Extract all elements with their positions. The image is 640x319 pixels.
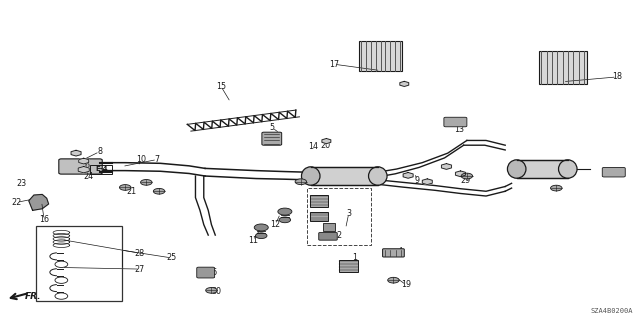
Circle shape	[254, 224, 268, 231]
Text: 28: 28	[135, 249, 145, 258]
Ellipse shape	[508, 160, 526, 178]
Text: 21: 21	[127, 187, 137, 196]
Text: 22: 22	[12, 198, 22, 207]
Text: 1: 1	[353, 254, 358, 263]
FancyBboxPatch shape	[383, 249, 404, 257]
Polygon shape	[29, 195, 49, 210]
Polygon shape	[403, 173, 413, 178]
Circle shape	[295, 179, 307, 185]
Polygon shape	[400, 81, 409, 86]
Polygon shape	[71, 150, 81, 156]
Bar	[516, 160, 568, 178]
Circle shape	[154, 189, 165, 194]
FancyBboxPatch shape	[262, 132, 282, 145]
Text: E-4: E-4	[95, 166, 108, 172]
Text: 6: 6	[84, 161, 90, 170]
Text: 9: 9	[415, 176, 420, 185]
Text: 5: 5	[269, 123, 275, 132]
Bar	[310, 195, 328, 207]
FancyBboxPatch shape	[59, 159, 102, 174]
Text: 23: 23	[17, 179, 27, 188]
Text: 27: 27	[135, 264, 145, 274]
Text: 25: 25	[166, 254, 177, 263]
Text: 7: 7	[155, 155, 160, 164]
Text: 17: 17	[329, 60, 339, 69]
Circle shape	[279, 217, 291, 223]
Bar	[307, 188, 371, 245]
Text: 26: 26	[207, 268, 218, 277]
Polygon shape	[78, 167, 89, 173]
Circle shape	[388, 277, 399, 283]
Polygon shape	[79, 158, 89, 164]
FancyBboxPatch shape	[602, 167, 625, 177]
Text: SZA4B0200A: SZA4B0200A	[591, 308, 633, 315]
Text: 29: 29	[460, 176, 471, 185]
Polygon shape	[322, 138, 331, 144]
FancyBboxPatch shape	[319, 233, 337, 240]
Circle shape	[550, 185, 562, 191]
Polygon shape	[442, 164, 451, 169]
Bar	[311, 167, 378, 185]
Text: 10: 10	[136, 155, 146, 164]
Polygon shape	[456, 171, 465, 177]
Text: 14: 14	[308, 142, 319, 151]
Ellipse shape	[301, 167, 320, 185]
Circle shape	[278, 208, 292, 215]
Text: 11: 11	[248, 236, 258, 245]
FancyBboxPatch shape	[196, 267, 214, 278]
Circle shape	[141, 180, 152, 185]
Bar	[36, 226, 122, 301]
Text: 19: 19	[401, 280, 412, 289]
Text: 24: 24	[84, 173, 94, 182]
Text: 20: 20	[320, 141, 330, 150]
Text: 13: 13	[454, 125, 464, 134]
Circle shape	[461, 173, 472, 179]
Bar	[90, 165, 113, 174]
Text: 2: 2	[337, 231, 342, 240]
Circle shape	[120, 185, 131, 190]
Bar	[359, 41, 403, 71]
Text: 8: 8	[97, 147, 102, 156]
Bar	[539, 51, 587, 84]
Bar	[310, 212, 328, 221]
Text: 30: 30	[212, 287, 221, 296]
Ellipse shape	[559, 160, 577, 178]
Text: 12: 12	[270, 220, 280, 229]
Text: 16: 16	[39, 215, 49, 224]
Text: FR.: FR.	[25, 292, 42, 301]
Circle shape	[205, 287, 217, 293]
Text: 4: 4	[397, 247, 403, 256]
Polygon shape	[422, 179, 432, 185]
Bar	[323, 223, 335, 231]
Text: 18: 18	[612, 72, 622, 81]
Text: 15: 15	[216, 82, 226, 91]
FancyBboxPatch shape	[444, 117, 467, 127]
Bar	[339, 260, 358, 272]
Text: 3: 3	[346, 209, 351, 218]
Ellipse shape	[369, 167, 387, 185]
Circle shape	[255, 233, 267, 239]
